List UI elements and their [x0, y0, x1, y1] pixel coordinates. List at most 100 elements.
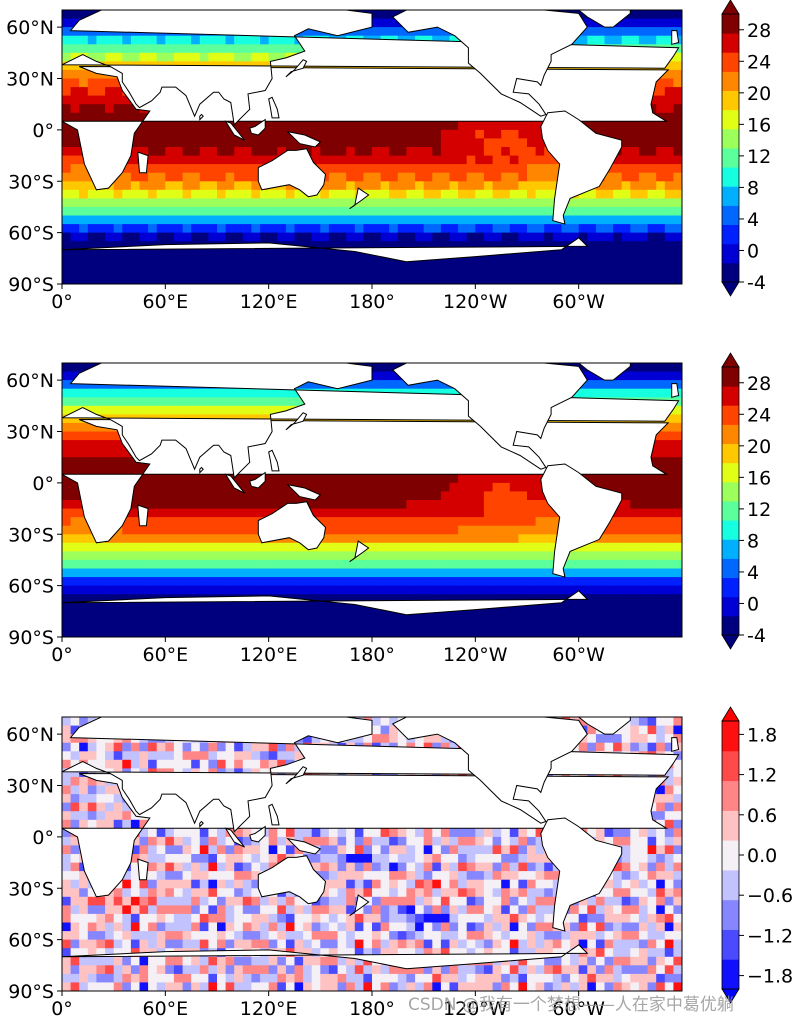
island-4	[268, 803, 280, 826]
land-australia	[257, 855, 327, 905]
island-2	[286, 483, 322, 501]
lon-tick-label: 60°W	[552, 998, 605, 1020]
island-1	[249, 118, 266, 136]
colorbar-segment	[722, 615, 739, 636]
land-northamerica	[391, 717, 588, 824]
colorbar-segment	[722, 780, 739, 811]
lon-tick-label: 60°E	[142, 998, 188, 1020]
land-eurasia	[62, 363, 680, 479]
colorbar-tick-label: 28	[747, 373, 771, 395]
land-northamerica	[391, 363, 588, 470]
colorbar-tick-label: 24	[747, 51, 771, 73]
land-greenland	[577, 717, 631, 735]
colorbar-tick-label: −1.2	[747, 925, 793, 947]
colorbar-segment	[722, 14, 739, 34]
colorbar-tick-label: -4	[747, 272, 766, 294]
island-6	[349, 894, 370, 917]
land-greenland	[577, 10, 631, 28]
colorbar-segment	[722, 128, 739, 149]
lat-tick-label: 60°S	[8, 576, 54, 598]
colorbar: 28 24 20 16 12 8 4 0 -4	[721, 0, 771, 297]
colorbar-tick-label: 8	[747, 177, 759, 199]
colorbar-segment	[722, 109, 739, 130]
island-8	[199, 820, 204, 828]
island-0	[224, 827, 245, 848]
lon-tick-label: 180°	[349, 291, 395, 313]
colorbar-tick-label: 12	[747, 499, 771, 521]
colorbar-frame	[721, 366, 740, 636]
colorbar-extend-max	[721, 706, 740, 722]
island-1	[249, 825, 266, 843]
lat-tick-label: 30°S	[8, 524, 54, 546]
colorbar-tick-label: 0	[747, 593, 759, 615]
island-5	[137, 504, 149, 527]
colorbar-segment	[722, 840, 739, 871]
lat-tick-label: 30°S	[8, 878, 54, 900]
colorbar-segment	[722, 205, 739, 225]
colorbar-segment	[722, 386, 739, 406]
lon-tick-label: 120°E	[240, 291, 298, 313]
lon-tick-label: 120°E	[240, 998, 298, 1020]
land-masses	[62, 717, 680, 991]
lon-tick-label: 0°	[51, 998, 73, 1020]
colorbar-tick-label: −1.8	[747, 966, 793, 988]
colorbar-segment	[722, 810, 739, 841]
colorbar-tick-label: 0.0	[747, 845, 777, 867]
colorbar-segment	[722, 501, 739, 521]
map-panel-sst-2: 60°N 30°N 0° 30°S 60°S 90°S 0° 60°E 120°E 180° 120…	[0, 352, 795, 666]
lon-tick-label: 60°W	[552, 644, 605, 666]
land-australia	[257, 501, 327, 551]
map-difference: 60°N30°N0°30°S60°S90°S0° 60°E 120°E 180° 120…	[6, 706, 793, 1020]
colorbar-tick-label: 20	[747, 83, 771, 105]
map-panel-difference: 60°N 30°N 0° 30°S 60°S 90°S 0° 60°E 120°E 180° 120…	[0, 706, 795, 1020]
watermark: CSDN @我有一个梦想——人在家中葛优躺	[408, 995, 734, 1015]
lat-tick-label: 90°S	[8, 627, 54, 649]
colorbar-segment	[722, 539, 739, 559]
colorbar-segment	[722, 869, 739, 901]
island-5	[137, 151, 149, 174]
colorbar-tick-label: 0.6	[747, 805, 777, 827]
colorbar-segment	[722, 243, 739, 264]
lat-tick-label: 0°	[32, 120, 54, 142]
land-masses	[62, 363, 680, 637]
lon-tick-label: 120°W	[443, 291, 508, 313]
colorbar-segment	[722, 596, 739, 617]
island-7	[671, 30, 680, 45]
colorbar-extend-max	[721, 352, 740, 368]
colorbar-segment	[722, 262, 739, 283]
island-5	[137, 858, 149, 881]
colorbar-segment	[722, 90, 739, 111]
lon-tick-label: 180°	[349, 644, 395, 666]
island-2	[286, 130, 322, 148]
colorbar-tick-label: 12	[747, 146, 771, 168]
lat-tick-label: 0°	[32, 473, 54, 495]
colorbar-segment	[722, 186, 739, 206]
colorbar-segment	[722, 462, 739, 483]
land-antarctica	[62, 590, 589, 637]
colorbar-segment	[722, 558, 739, 578]
lat-tick-label: 90°S	[8, 274, 54, 296]
colorbar-segment	[722, 959, 739, 990]
colorbar-tick-label: 20	[747, 436, 771, 458]
island-6	[349, 540, 370, 563]
lon-tick-label: 120°W	[443, 998, 508, 1020]
land-southamerica	[540, 463, 623, 578]
island-0	[224, 120, 245, 141]
island-3	[285, 766, 308, 785]
colorbar-tick-label: 16	[747, 114, 771, 136]
island-3	[285, 412, 308, 431]
colorbar-segment	[722, 481, 739, 502]
lat-tick-label: 60°N	[6, 17, 54, 39]
island-7	[671, 383, 680, 398]
map-panel-sst-1: 60°N 30°N 0° 30°S 60°S 90°S 0° 60°E 120°E 180° 120…	[0, 0, 795, 313]
lat-tick-label: 30°N	[6, 69, 54, 91]
land-greenland	[577, 363, 631, 381]
colorbar-extend-max	[721, 0, 740, 15]
colorbar-segment	[722, 520, 739, 540]
lat-tick-label: 60°N	[6, 370, 54, 392]
colorbar-segment	[722, 443, 739, 464]
colorbar-tick-label: 0	[747, 240, 759, 262]
lon-tick-label: 60°W	[552, 291, 605, 313]
island-1	[249, 471, 266, 489]
colorbar-tick-label: 28	[747, 20, 771, 42]
